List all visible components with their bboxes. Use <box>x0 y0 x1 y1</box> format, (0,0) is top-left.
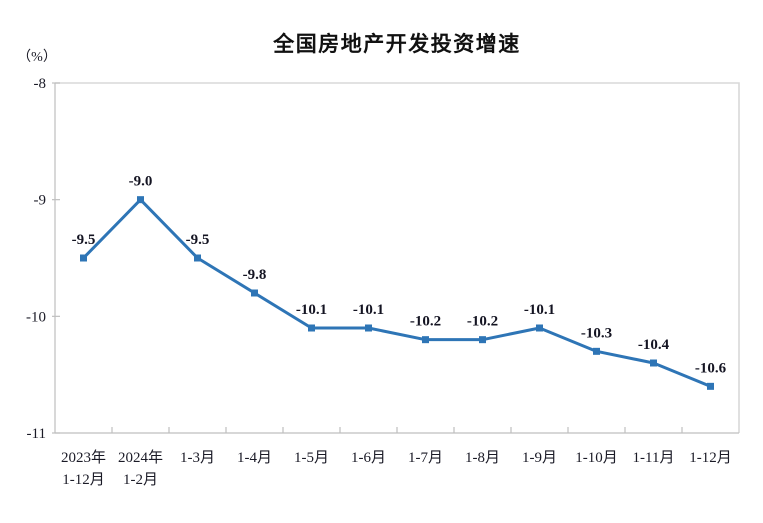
svg-text:-10.2: -10.2 <box>467 314 498 330</box>
data-point-marker <box>422 336 429 344</box>
data-point-marker <box>137 196 144 204</box>
svg-text:-9.5: -9.5 <box>186 232 210 248</box>
svg-text:1-9月: 1-9月 <box>522 450 557 466</box>
svg-text:1-12月: 1-12月 <box>62 472 105 488</box>
data-point-marker <box>80 254 87 262</box>
x-axis-ticks <box>111 427 683 433</box>
svg-text:1-4月: 1-4月 <box>237 450 272 466</box>
data-point-marker <box>251 289 258 297</box>
data-point-marker <box>536 324 543 332</box>
data-point-marker <box>707 382 714 390</box>
svg-text:2023年: 2023年 <box>61 449 106 466</box>
svg-text:-11: -11 <box>27 426 46 442</box>
svg-text:-10.4: -10.4 <box>638 337 670 353</box>
chart-title: 全国房地产开发投资增速 <box>273 33 521 56</box>
data-series-line <box>82 198 712 388</box>
svg-text:-9: -9 <box>34 193 47 209</box>
svg-text:-10.1: -10.1 <box>524 302 555 318</box>
data-point-marker <box>593 347 600 355</box>
x-axis-labels: 2023年 1-12月 2024年 1-2月 1-3月 1-4月 1-5月 1-6月 1-7月 1… <box>61 449 732 488</box>
svg-text:-10.3: -10.3 <box>581 325 612 341</box>
data-point-marker <box>365 324 372 332</box>
svg-text:-9.0: -9.0 <box>129 174 153 190</box>
data-point-marker <box>194 254 201 262</box>
data-point-marker <box>650 359 657 367</box>
y-axis-unit-label: （%） <box>17 50 57 65</box>
svg-text:2024年: 2024年 <box>118 449 163 466</box>
svg-text:-9.8: -9.8 <box>243 267 267 283</box>
svg-text:1-6月: 1-6月 <box>351 450 386 466</box>
svg-text:1-3月: 1-3月 <box>180 450 215 466</box>
svg-text:-8: -8 <box>34 76 47 92</box>
svg-text:-9.5: -9.5 <box>72 232 96 248</box>
svg-text:-10.2: -10.2 <box>410 314 441 330</box>
data-point-markers <box>80 196 714 390</box>
svg-text:1-8月: 1-8月 <box>465 450 500 466</box>
svg-text:1-12月: 1-12月 <box>689 450 732 466</box>
svg-text:1-11月: 1-11月 <box>633 450 675 466</box>
svg-text:1-5月: 1-5月 <box>294 450 329 466</box>
plot-border <box>55 82 740 433</box>
data-point-marker <box>479 336 486 344</box>
y-axis-labels: -8 -9 -10 -11 <box>26 76 46 442</box>
data-point-marker <box>308 324 315 332</box>
svg-text:1-2月: 1-2月 <box>123 472 158 488</box>
svg-text:-10.1: -10.1 <box>296 302 327 318</box>
axes <box>54 83 739 434</box>
svg-text:-10.6: -10.6 <box>695 360 727 376</box>
y-axis-ticks <box>52 82 60 434</box>
svg-text:1-7月: 1-7月 <box>408 450 443 466</box>
data-labels: -9.5 -9.0 -9.5 -9.8 -10.1 -10.1 -10.2 -10.2 -10.… <box>72 174 727 377</box>
svg-text:-10.1: -10.1 <box>353 302 384 318</box>
svg-text:-10: -10 <box>26 309 46 325</box>
svg-text:1-10月: 1-10月 <box>575 450 618 466</box>
